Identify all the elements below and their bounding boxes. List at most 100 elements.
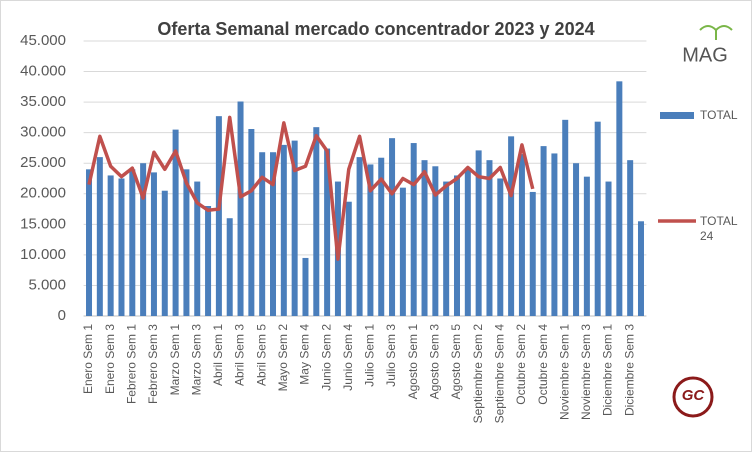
bar: [410, 143, 417, 316]
bar: [140, 163, 147, 316]
badge: GC: [672, 376, 714, 418]
bar: [259, 152, 266, 316]
bar: [367, 164, 374, 316]
bar: [432, 166, 439, 316]
bar: [118, 178, 125, 316]
bar: [172, 129, 179, 316]
legend-item: TOTAL: [700, 108, 738, 122]
x-tick-label: Octubre Sem 4: [536, 324, 550, 405]
x-tick-label: Marzo Sem 1: [168, 324, 182, 396]
badge-circle: [672, 376, 714, 418]
bar: [497, 178, 504, 316]
x-tick-label: Abril Sem 3: [233, 324, 247, 386]
bar: [270, 152, 277, 316]
y-tick-label: 20.000: [20, 185, 66, 202]
x-tick-label: May Sem 4: [298, 324, 312, 385]
bar: [594, 121, 601, 317]
bar: [183, 169, 190, 316]
bar: [605, 181, 612, 316]
bar: [518, 154, 525, 316]
x-tick-label: Agosto Sem 1: [406, 324, 420, 400]
bar: [562, 119, 569, 316]
x-tick-label: Octubre Sem 2: [514, 324, 528, 405]
line: [87, 115, 535, 261]
bar: [205, 206, 212, 316]
y-tick-label: 30.000: [20, 124, 66, 141]
x-tick-label: Diciembre Sem 3: [622, 324, 636, 416]
x-tick-label: Junio Sem 2: [319, 324, 333, 391]
logo: MAG: [682, 25, 733, 66]
bar: [107, 175, 114, 316]
bar: [421, 160, 428, 316]
x-tick-label: Junio Sem 4: [341, 324, 355, 391]
bar: [573, 163, 580, 316]
x-tick-label: Abril Sem 1: [211, 324, 225, 386]
bar: [356, 157, 363, 316]
x-tick-label: Enero Sem 3: [103, 324, 117, 394]
bar: [161, 190, 168, 316]
bar: [324, 148, 331, 316]
bar: [627, 160, 634, 316]
y-tick-label: 40.000: [20, 63, 66, 80]
bar: [551, 153, 558, 316]
bar: [215, 116, 222, 317]
bar: [486, 160, 493, 316]
bar: [313, 127, 320, 317]
x-tick-label: Diciembre Sem 1: [601, 324, 615, 416]
chart-title: Oferta Semanal mercado concentrador 2023…: [157, 19, 594, 39]
x-tick-label: Noviembre Sem 3: [579, 324, 593, 420]
x-tick-label: Febrero Sem 1: [124, 324, 138, 404]
x-tick-label: Enero Sem 1: [81, 324, 95, 394]
legend-swatch: [660, 112, 694, 119]
y-tick-label: 0: [58, 307, 66, 324]
y-tick-label: 5.000: [28, 276, 66, 293]
y-tick-label: 35.000: [20, 93, 66, 110]
y-tick-label: 45.000: [20, 32, 66, 49]
badge-text: GC: [682, 387, 706, 404]
bar: [389, 138, 396, 316]
x-tick-label: Abril Sem 5: [254, 324, 268, 386]
x-tick-label: Septiembre Sem 2: [471, 324, 485, 424]
y-tick-label: 10.000: [20, 246, 66, 263]
x-tick-label: Agosto Sem 5: [449, 324, 463, 400]
bar: [237, 101, 244, 316]
x-tick-label: Julio Sem 3: [384, 324, 398, 387]
bar: [194, 181, 201, 316]
bar: [464, 169, 471, 316]
bar: [443, 181, 450, 316]
bar: [508, 136, 515, 316]
x-tick-label: Mayo Sem 2: [276, 324, 290, 392]
x-tick-label: Agosto Sem 3: [428, 324, 442, 400]
x-tick-label: Noviembre Sem 1: [557, 324, 571, 420]
bar: [583, 176, 590, 316]
bar: [540, 146, 547, 316]
bar: [226, 218, 233, 316]
logo-text: MAG: [682, 44, 728, 66]
bar: [248, 129, 255, 316]
bar: [302, 257, 309, 316]
bar: [616, 81, 623, 316]
x-tick-label: Septiembre Sem 4: [492, 324, 506, 424]
x-tick-label: Julio Sem 1: [363, 324, 377, 387]
bar: [291, 140, 298, 316]
logo-icon: [699, 25, 733, 40]
y-tick-label: 25.000: [20, 154, 66, 171]
legend-item: TOTAL 24: [700, 214, 738, 243]
x-tick-label: Febrero Sem 3: [146, 324, 160, 404]
bar: [378, 157, 385, 316]
bar: [86, 169, 93, 316]
bar: [150, 172, 157, 316]
bar: [345, 201, 352, 316]
x-tick-label: Marzo Sem 3: [189, 324, 203, 396]
bar: [529, 191, 536, 316]
bar: [637, 221, 644, 316]
bar: [280, 144, 287, 316]
bar: [96, 157, 103, 316]
bar: [453, 175, 460, 316]
bar: [399, 187, 406, 316]
y-tick-label: 15.000: [20, 215, 66, 232]
bar: [129, 169, 136, 316]
